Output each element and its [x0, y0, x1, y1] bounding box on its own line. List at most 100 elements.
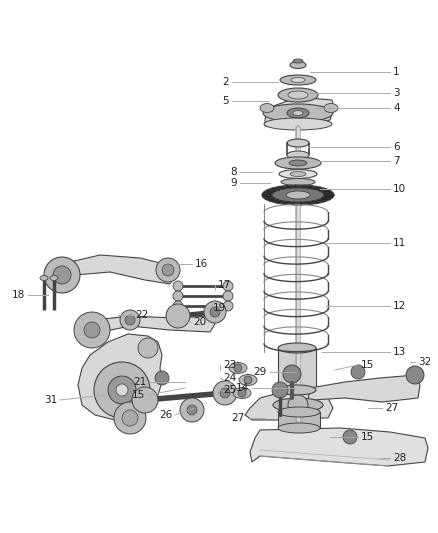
Polygon shape: [265, 398, 333, 418]
Text: 6: 6: [393, 142, 399, 152]
Polygon shape: [245, 388, 310, 420]
Text: 19: 19: [213, 303, 226, 313]
Text: 17: 17: [218, 280, 231, 290]
Text: 12: 12: [393, 301, 406, 311]
Text: 31: 31: [44, 395, 57, 405]
Text: 22: 22: [135, 310, 148, 320]
Text: 5: 5: [223, 96, 229, 106]
Text: 9: 9: [230, 178, 237, 188]
Ellipse shape: [288, 91, 308, 99]
Ellipse shape: [278, 385, 316, 395]
Ellipse shape: [278, 343, 316, 353]
Ellipse shape: [40, 276, 48, 280]
Ellipse shape: [239, 375, 257, 385]
Text: 29: 29: [254, 367, 267, 377]
Ellipse shape: [280, 75, 316, 85]
Ellipse shape: [278, 407, 320, 417]
Ellipse shape: [263, 104, 333, 122]
Circle shape: [223, 301, 233, 311]
Ellipse shape: [293, 59, 303, 63]
Circle shape: [343, 430, 357, 444]
Ellipse shape: [262, 185, 334, 205]
Circle shape: [288, 395, 308, 415]
Text: 1: 1: [393, 67, 399, 77]
Circle shape: [84, 322, 100, 338]
Circle shape: [132, 387, 158, 413]
Ellipse shape: [279, 169, 317, 179]
Text: 28: 28: [393, 453, 406, 463]
Polygon shape: [85, 316, 215, 336]
Circle shape: [238, 389, 246, 397]
Circle shape: [120, 310, 140, 330]
Circle shape: [114, 402, 146, 434]
Text: 27: 27: [385, 403, 398, 413]
Circle shape: [116, 384, 128, 396]
Ellipse shape: [264, 118, 332, 130]
Text: 15: 15: [132, 390, 145, 400]
Text: 15: 15: [361, 360, 374, 370]
Ellipse shape: [260, 103, 274, 112]
Ellipse shape: [287, 139, 309, 147]
Circle shape: [283, 365, 301, 383]
Text: 15: 15: [361, 432, 374, 442]
Text: 21: 21: [134, 377, 147, 387]
Text: 26: 26: [159, 410, 172, 420]
Text: 27: 27: [232, 413, 245, 423]
Circle shape: [180, 398, 204, 422]
Polygon shape: [55, 255, 175, 284]
Circle shape: [162, 264, 174, 276]
Text: 2: 2: [223, 77, 229, 87]
Circle shape: [406, 366, 424, 384]
Circle shape: [223, 281, 233, 291]
Ellipse shape: [278, 88, 318, 102]
Ellipse shape: [290, 61, 306, 69]
Circle shape: [173, 281, 183, 291]
Circle shape: [94, 362, 150, 418]
Ellipse shape: [291, 77, 305, 83]
Ellipse shape: [275, 157, 321, 169]
Circle shape: [244, 376, 252, 384]
Circle shape: [173, 301, 183, 311]
Text: 20: 20: [193, 317, 206, 327]
Ellipse shape: [281, 179, 315, 185]
Ellipse shape: [229, 362, 247, 374]
Ellipse shape: [293, 110, 303, 116]
Text: 14: 14: [236, 383, 249, 393]
Text: 23: 23: [223, 360, 236, 370]
Circle shape: [213, 381, 237, 405]
Text: 3: 3: [393, 88, 399, 98]
Polygon shape: [278, 412, 320, 428]
Ellipse shape: [286, 191, 310, 199]
Ellipse shape: [278, 423, 320, 433]
Text: 7: 7: [393, 156, 399, 166]
Circle shape: [204, 301, 226, 323]
Circle shape: [122, 410, 138, 426]
Circle shape: [234, 364, 242, 372]
Circle shape: [156, 258, 180, 282]
Text: 25: 25: [223, 385, 236, 395]
Ellipse shape: [290, 172, 306, 176]
Polygon shape: [78, 334, 162, 420]
Text: 8: 8: [230, 167, 237, 177]
Circle shape: [166, 304, 190, 328]
Circle shape: [138, 338, 158, 358]
Ellipse shape: [287, 108, 309, 118]
Ellipse shape: [289, 160, 307, 166]
Text: 32: 32: [418, 357, 431, 367]
Circle shape: [53, 266, 71, 284]
Polygon shape: [250, 428, 428, 466]
Polygon shape: [308, 375, 420, 402]
Text: 24: 24: [223, 373, 236, 383]
Text: 4: 4: [393, 103, 399, 113]
Circle shape: [155, 371, 169, 385]
Circle shape: [351, 365, 365, 379]
Circle shape: [108, 376, 136, 404]
Ellipse shape: [324, 103, 338, 112]
Polygon shape: [265, 98, 334, 128]
Circle shape: [210, 307, 220, 317]
Ellipse shape: [233, 387, 251, 399]
Circle shape: [173, 291, 183, 301]
Text: 11: 11: [393, 238, 406, 248]
Circle shape: [187, 405, 197, 415]
Ellipse shape: [287, 151, 309, 159]
